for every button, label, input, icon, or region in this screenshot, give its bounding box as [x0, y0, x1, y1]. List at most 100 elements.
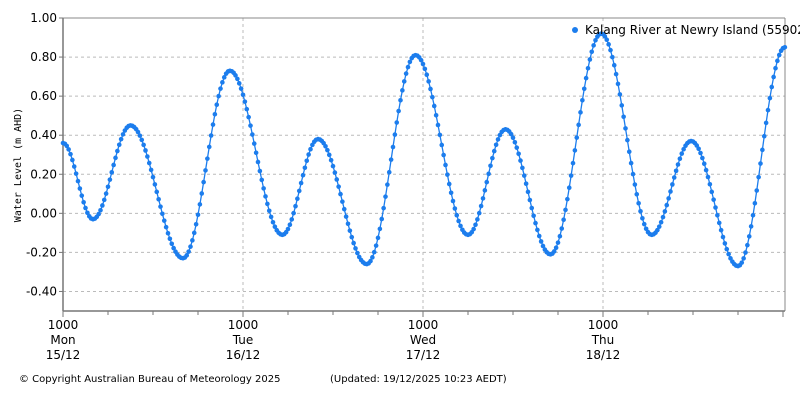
data-point — [190, 238, 195, 243]
data-point — [334, 177, 340, 182]
data-point — [587, 57, 593, 62]
data-point — [338, 191, 343, 197]
data-point — [448, 190, 454, 196]
data-point — [212, 111, 218, 117]
data-point — [218, 86, 223, 91]
data-point — [574, 135, 580, 140]
x-tick-label-date: 15/12 — [46, 348, 81, 362]
data-point — [664, 202, 670, 208]
data-point — [630, 171, 636, 177]
data-point — [670, 182, 675, 187]
data-point — [555, 240, 561, 245]
data-point — [713, 205, 718, 210]
data-point — [270, 219, 276, 225]
data-point — [330, 163, 336, 169]
data-point — [296, 188, 302, 194]
data-point — [658, 220, 664, 225]
data-point — [493, 142, 499, 148]
data-point — [656, 224, 662, 229]
data-point — [135, 129, 141, 135]
data-point — [763, 120, 769, 126]
data-point — [531, 213, 536, 219]
data-point — [203, 168, 208, 173]
data-point — [420, 61, 426, 67]
data-point — [482, 188, 488, 193]
data-point — [293, 203, 298, 209]
data-point — [604, 37, 610, 42]
series-kalang-river — [60, 31, 788, 269]
data-point — [250, 132, 255, 137]
data-point — [302, 165, 308, 171]
data-point — [70, 157, 75, 163]
data-point — [428, 86, 433, 92]
x-tick-label-date: 18/12 — [586, 348, 621, 362]
data-point — [343, 214, 349, 219]
data-point — [698, 150, 703, 156]
data-point — [557, 233, 563, 239]
data-point — [137, 133, 143, 138]
data-point — [98, 207, 103, 213]
data-point — [722, 241, 728, 246]
legend-label: Kalang River at Newry Island (559020) — [585, 23, 800, 37]
data-point — [105, 184, 111, 190]
data-point — [171, 245, 176, 251]
data-point — [332, 170, 338, 175]
data-point — [325, 147, 330, 153]
data-point — [390, 144, 396, 150]
data-point — [148, 167, 154, 173]
data-point — [214, 102, 220, 108]
data-point — [340, 199, 345, 204]
y-tick-label: 0.40 — [30, 128, 57, 142]
data-point — [263, 194, 268, 199]
x-tick-label-date: 17/12 — [406, 348, 441, 362]
data-point — [608, 47, 613, 53]
data-point — [553, 245, 559, 250]
data-point — [188, 244, 193, 249]
x-tick-label-day: Wed — [410, 333, 436, 347]
data-point — [655, 227, 660, 233]
data-point — [101, 197, 107, 203]
data-point — [433, 112, 439, 118]
x-tick-label-hour: 1000 — [588, 318, 619, 332]
data-point — [208, 133, 214, 138]
data-point — [508, 131, 514, 137]
data-point — [295, 196, 300, 202]
y-tick-label: 0.20 — [30, 167, 57, 181]
data-point — [79, 193, 85, 198]
data-point — [308, 146, 313, 152]
data-point — [158, 204, 163, 209]
data-point — [206, 144, 212, 150]
data-point — [266, 208, 272, 214]
data-point — [640, 215, 645, 221]
data-point — [139, 137, 145, 143]
data-point — [383, 194, 388, 199]
data-point — [495, 137, 501, 142]
tick-labels: 1.000.800.600.400.200.00-0.20-0.401000Mo… — [26, 11, 620, 362]
data-point — [756, 174, 761, 180]
data-point — [480, 196, 486, 201]
data-point — [488, 163, 493, 169]
data-point — [437, 132, 443, 138]
data-point — [375, 235, 381, 241]
data-point — [458, 223, 463, 229]
data-point — [418, 57, 424, 63]
data-point — [720, 234, 726, 240]
data-point — [298, 180, 304, 186]
data-point — [377, 226, 383, 232]
x-tick-label-day: Tue — [232, 333, 254, 347]
data-point — [398, 97, 403, 103]
data-point — [184, 253, 190, 258]
data-point — [216, 93, 221, 99]
data-point — [491, 148, 497, 154]
data-point — [71, 164, 77, 169]
data-point — [741, 256, 746, 261]
data-point — [758, 161, 763, 166]
x-tick-label-day: Thu — [591, 333, 615, 347]
data-point — [611, 62, 617, 68]
data-point — [591, 43, 596, 48]
data-point — [116, 142, 122, 148]
data-point — [724, 246, 730, 252]
data-point — [371, 249, 377, 255]
grid-lines — [63, 18, 785, 311]
data-point — [775, 58, 780, 64]
